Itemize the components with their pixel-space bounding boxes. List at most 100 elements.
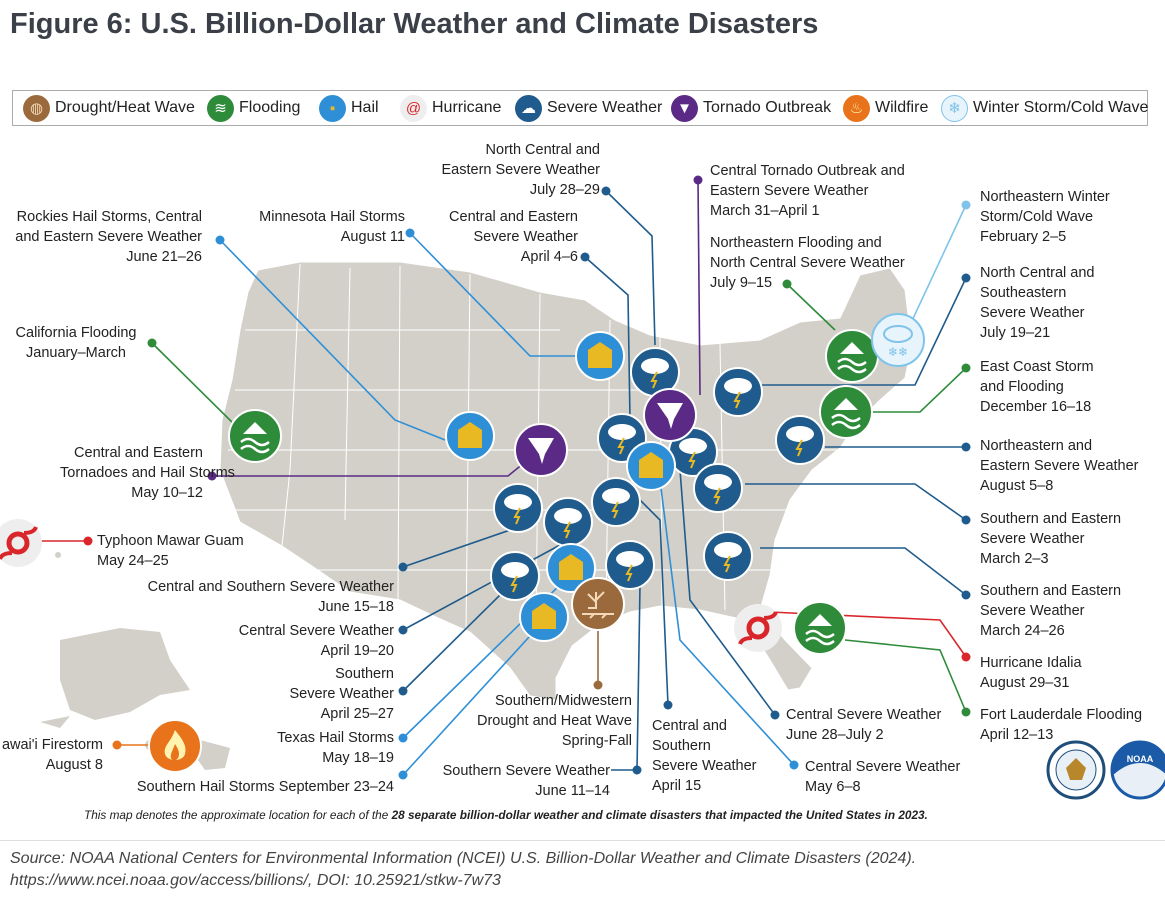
hail-icon — [575, 331, 625, 381]
label-southern-severe-april-25: Southern Severe Weather April 25–27 — [289, 666, 394, 722]
legend-item-tornado: ▼ Tornado Outbreak — [671, 91, 831, 125]
legend-label: Tornado Outbreak — [703, 99, 832, 116]
label-rockies-hail-storms: Rockies Hail Storms, Central and Eastern … — [15, 209, 202, 265]
legend-label: Winter Storm/Cold Wave — [973, 99, 1149, 116]
noaa-logo: NOAA — [1110, 740, 1165, 800]
legend-item-hail: ▪ Hail — [319, 91, 379, 125]
leader-line — [151, 342, 241, 431]
label-typhoon-mawar: Typhoon Mawar Guam May 24–25 — [97, 533, 244, 569]
hail-icon: ▪ — [319, 94, 346, 122]
drought-icon — [571, 577, 625, 631]
label-southern-eastern-march-2: Southern and Eastern Severe Weather March … — [980, 511, 1122, 567]
leader-line — [679, 469, 776, 716]
alaska-land — [60, 628, 190, 720]
leader-line — [909, 204, 967, 326]
leader-line — [844, 639, 967, 713]
severe-weather-icon — [543, 497, 593, 547]
flooding-icon — [793, 601, 847, 655]
source-line: Source: NOAA National Centers for Enviro… — [10, 850, 917, 867]
leader-line — [659, 479, 795, 766]
commerce-seal-logo — [1046, 740, 1106, 800]
severe-weather-icon — [713, 367, 763, 417]
severe-weather-icon — [605, 540, 655, 590]
label-central-eastern-severe-weather-april: Central and Eastern Severe Weather April 4… — [449, 209, 578, 265]
label-texas-hail-storms: Texas Hail Storms May 18–19 — [277, 730, 394, 766]
hail-icon — [546, 543, 596, 593]
legend-item-drought: ◍ Drought/Heat Wave — [23, 91, 195, 125]
leader-line — [639, 499, 669, 706]
flooding-icon — [825, 329, 879, 383]
leader-line — [762, 277, 967, 386]
leader-line — [402, 544, 561, 631]
wildfire-icon: ♨ — [843, 94, 870, 122]
hail-icon — [519, 592, 569, 642]
severe-weather-icon — [668, 427, 718, 477]
legend-label: Drought/Heat Wave — [55, 99, 195, 116]
legend-item-severe-weather: ☁ Severe Weather — [515, 91, 662, 125]
label-northeastern-winter-storm: Northeastern Winter Storm/Cold Wave Februa… — [980, 189, 1110, 245]
leader-line — [870, 367, 967, 413]
disaster-map: ❄❄ NOAA — [0, 175, 1165, 800]
hail-markers — [445, 331, 676, 642]
label-northeastern-eastern-severe: Northeastern and Eastern Severe Weather Au… — [980, 438, 1139, 494]
hurricane-icon — [0, 519, 42, 567]
tornado-icon — [514, 423, 568, 477]
leader-line — [402, 624, 541, 776]
drought-icon: ◍ — [23, 94, 50, 122]
severe-weather-icon — [703, 531, 753, 581]
hurricane-icon — [734, 604, 782, 652]
severe-weather-icon — [493, 483, 543, 533]
severe-weather-icon: ☁ — [515, 94, 542, 122]
label-southern-severe-june-11: Southern Severe Weather June 11–14 — [442, 763, 610, 799]
legend-label: Severe Weather — [547, 99, 663, 116]
label-northeastern-flooding: Northeastern Flooding and North Central S… — [710, 235, 905, 291]
tornado-icon — [643, 388, 697, 442]
legend: ◍ Drought/Heat Wave ≋ Flooding ▪ Hail @ … — [12, 90, 1148, 126]
label-north-central-eastern-severe-weather: North Central and Eastern Severe Weather J… — [441, 142, 600, 198]
wildfire-icon — [148, 719, 202, 773]
legend-item-flooding: ≋ Flooding — [207, 91, 300, 125]
flooding-icon — [228, 409, 282, 463]
leader-line — [409, 232, 582, 357]
leader-line — [786, 283, 836, 331]
label-fort-lauderdale-flooding: Fort Lauderdale Flooding April 12–13 — [980, 707, 1143, 743]
label-southern-eastern-march-24: Southern and Eastern Severe Weather March … — [980, 583, 1122, 639]
label-central-severe-may-6: Central Severe Weather May 6–8 — [805, 759, 961, 795]
leader-line — [745, 483, 967, 521]
leader-line — [584, 256, 631, 421]
tornado-markers — [514, 388, 697, 477]
label-hawaii-firestorm: awai'i Firestorm August 8 — [1, 737, 103, 773]
map-caption: This map denotes the approximate locatio… — [84, 808, 928, 822]
flooding-icon: ≋ — [207, 94, 234, 122]
label-central-southern-april-15: Central and Southern Severe Weather April 1… — [652, 718, 757, 794]
legend-item-winter-storm: ❄ Winter Storm/Cold Wave — [941, 91, 1148, 125]
divider — [0, 840, 1165, 841]
severe-weather-icon — [591, 477, 641, 527]
source-note: Source: NOAA National Centers for Enviro… — [10, 848, 916, 892]
label-central-severe-june-28: Central Severe Weather June 28–July 2 — [786, 707, 942, 743]
label-central-severe-april-19: Central Severe Weather April 19–20 — [238, 623, 394, 659]
figure-title: Figure 6: U.S. Billion-Dollar Weather an… — [10, 8, 819, 40]
svg-text:NOAA: NOAA — [1127, 754, 1154, 764]
severe-weather-markers — [490, 347, 825, 601]
severe-weather-icon — [490, 551, 540, 601]
hail-icon — [626, 441, 676, 491]
label-central-eastern-tornadoes: Central and Eastern Tornadoes and Hail St… — [60, 445, 235, 501]
winter-storm-icon: ❄ — [941, 94, 968, 122]
legend-label: Hail — [351, 99, 379, 116]
source-url: https://www.ncei.noaa.gov/access/billion… — [10, 872, 501, 889]
hail-icon — [445, 411, 495, 461]
severe-weather-icon — [693, 463, 743, 513]
hurricane-icon: @ — [400, 94, 427, 122]
hawaii-land — [195, 740, 230, 770]
leader-line — [219, 239, 446, 441]
flooding-icon — [819, 385, 873, 439]
legend-label: Hurricane — [432, 99, 502, 116]
label-drought-heat-wave: Southern/Midwestern Drought and Heat Wave… — [476, 693, 632, 749]
winter-storm-icon: ❄❄ — [871, 313, 925, 367]
legend-item-hurricane: @ Hurricane — [400, 91, 501, 125]
severe-weather-icon — [630, 347, 680, 397]
leader-line — [760, 547, 967, 596]
label-central-southern-june: Central and Southern Severe Weather June … — [147, 579, 394, 615]
label-east-coast-storm: East Coast Storm and Flooding December 16–… — [980, 359, 1094, 415]
